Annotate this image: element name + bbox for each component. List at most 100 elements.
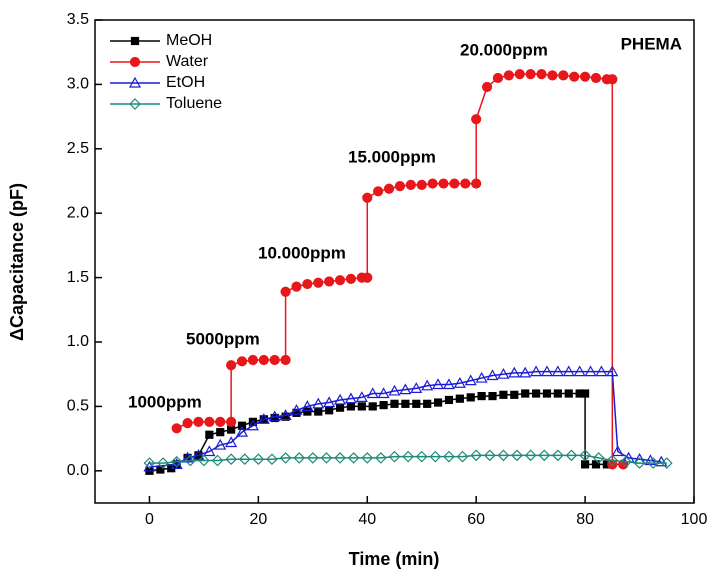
x-tick-label: 60 — [467, 511, 485, 528]
marker — [432, 378, 445, 390]
marker — [660, 457, 673, 469]
marker — [421, 379, 434, 391]
marker — [181, 451, 194, 463]
marker — [405, 179, 416, 190]
annotation: PHEMA — [621, 34, 682, 53]
y-tick-label: 3.5 — [67, 11, 89, 28]
marker — [427, 178, 438, 189]
marker — [647, 457, 660, 469]
y-tick-label: 0.0 — [67, 462, 89, 479]
y-axis-label: ΔCapacitance (pF) — [7, 183, 27, 341]
marker — [508, 366, 521, 378]
marker — [415, 450, 428, 463]
legend-label: Water — [166, 53, 209, 70]
marker — [455, 394, 464, 403]
marker — [551, 365, 564, 377]
marker — [401, 399, 410, 408]
marker — [362, 192, 373, 203]
marker — [565, 449, 578, 462]
marker — [335, 403, 345, 412]
marker — [227, 425, 236, 434]
marker — [291, 281, 302, 292]
marker — [383, 183, 395, 194]
marker — [592, 452, 605, 464]
marker — [519, 366, 532, 378]
marker — [215, 416, 226, 427]
marker — [216, 428, 225, 437]
y-tick-label: 2.0 — [67, 204, 89, 221]
marker — [355, 391, 368, 402]
marker — [373, 186, 384, 197]
marker — [388, 384, 401, 396]
marker — [361, 452, 374, 464]
marker — [595, 365, 608, 377]
marker — [357, 402, 366, 411]
marker — [320, 452, 333, 464]
marker — [129, 56, 141, 68]
legend-label: EtOH — [166, 74, 205, 91]
marker — [237, 421, 247, 430]
marker — [269, 354, 280, 366]
annotation: 5000ppm — [186, 329, 260, 348]
marker — [486, 369, 499, 381]
marker — [252, 453, 265, 466]
marker — [314, 407, 323, 416]
marker — [303, 407, 312, 416]
marker — [510, 390, 519, 399]
marker — [290, 404, 303, 415]
marker — [442, 378, 455, 390]
marker — [347, 452, 360, 464]
marker — [580, 460, 590, 469]
marker — [503, 70, 514, 81]
y-tick-label: 1.5 — [67, 269, 89, 286]
marker — [266, 453, 278, 466]
marker — [325, 406, 334, 415]
marker — [471, 114, 482, 125]
marker — [475, 371, 488, 383]
marker — [483, 449, 496, 462]
marker — [236, 425, 249, 437]
marker — [477, 391, 486, 401]
annotation: 20.000ppm — [460, 40, 548, 59]
marker — [573, 365, 586, 377]
marker — [184, 454, 197, 467]
marker — [497, 449, 510, 462]
marker — [552, 449, 564, 462]
marker — [143, 460, 156, 472]
marker — [128, 76, 142, 88]
marker — [198, 454, 210, 467]
marker — [514, 68, 525, 80]
marker — [412, 399, 421, 408]
legend-label: Toluene — [166, 95, 222, 112]
marker — [334, 452, 346, 464]
marker — [246, 419, 259, 431]
marker — [157, 457, 169, 469]
annotation: 1000ppm — [128, 392, 202, 411]
marker — [390, 399, 399, 408]
marker — [345, 273, 357, 284]
marker — [497, 367, 510, 379]
marker — [238, 453, 251, 466]
marker — [280, 354, 291, 366]
marker — [211, 454, 224, 467]
marker — [607, 74, 618, 85]
marker — [453, 376, 466, 388]
marker — [192, 449, 205, 460]
marker — [257, 413, 270, 424]
marker — [170, 455, 183, 468]
marker — [569, 71, 580, 82]
marker — [226, 416, 237, 427]
marker — [334, 393, 347, 405]
marker — [542, 389, 552, 398]
x-axis-label: Time (min) — [349, 549, 440, 569]
marker — [423, 399, 432, 408]
marker — [499, 390, 508, 399]
marker — [579, 71, 591, 82]
marker — [129, 98, 141, 110]
marker — [538, 449, 551, 462]
marker — [564, 389, 573, 398]
plot-frame — [94, 19, 695, 504]
marker — [402, 450, 414, 463]
marker — [562, 365, 575, 377]
